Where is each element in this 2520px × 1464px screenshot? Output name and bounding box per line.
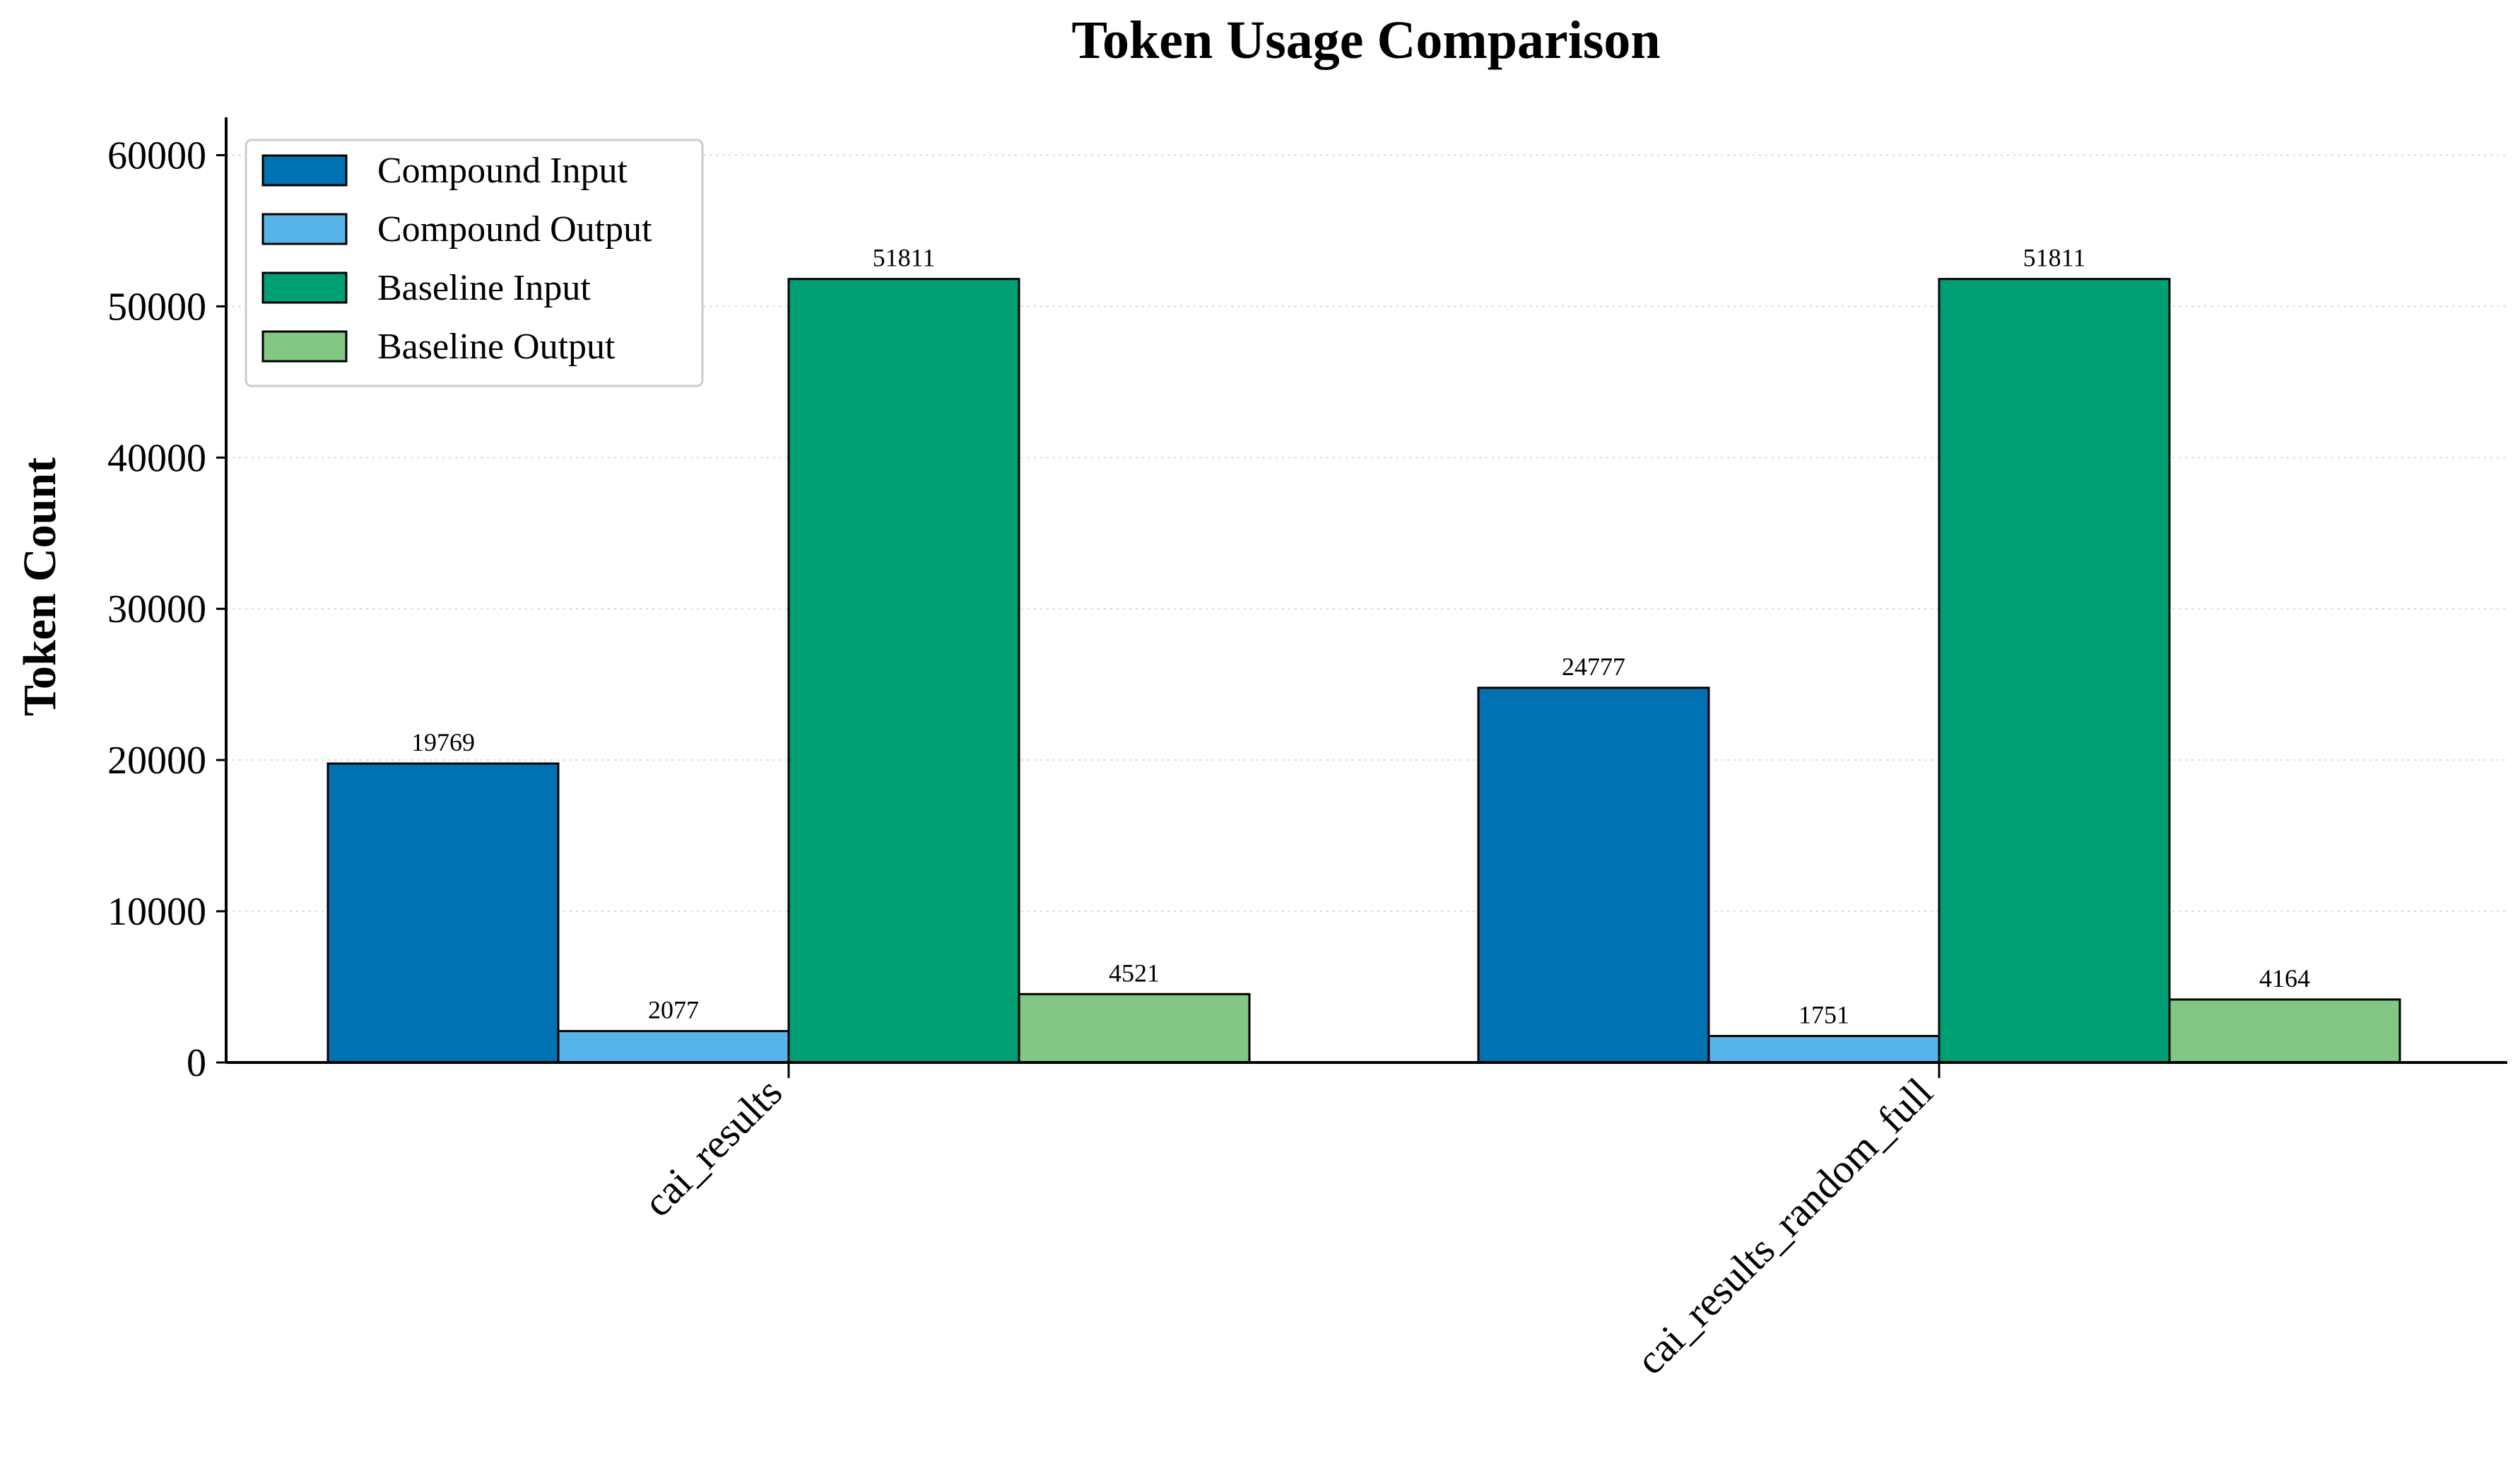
y-axis-label: Token Count xyxy=(14,457,66,716)
legend-label: Baseline Output xyxy=(377,327,616,367)
y-tick-label: 10000 xyxy=(107,890,206,934)
bar-baseline-input xyxy=(787,278,1020,1064)
bar-value-label: 2077 xyxy=(648,996,699,1024)
bar-baseline-input xyxy=(1938,278,2171,1064)
y-tick-label: 20000 xyxy=(107,739,206,783)
x-tick-label: cai_results xyxy=(635,1069,791,1225)
chart-title: Token Usage Comparison xyxy=(1071,11,1660,70)
bar-compound-input xyxy=(1477,686,1710,1064)
y-tick-label: 60000 xyxy=(107,134,206,177)
bar-baseline-output xyxy=(2168,998,2401,1064)
bar-value-label: 24777 xyxy=(1562,652,1625,681)
gridlines xyxy=(226,154,2507,913)
bar-value-label: 51811 xyxy=(2023,244,2086,272)
bar-compound-input xyxy=(326,762,560,1064)
y-tick-label: 0 xyxy=(187,1041,206,1085)
legend-swatch xyxy=(261,213,348,245)
y-tick-label: 50000 xyxy=(107,285,206,329)
legend-label: Compound Input xyxy=(377,151,628,191)
data-labels: 19769 2077 51811 4521 24777 1751 51811 4164 xyxy=(411,244,2310,1029)
bar-value-label: 4164 xyxy=(2259,964,2310,992)
bar-value-label: 1751 xyxy=(1798,1001,1849,1029)
bar-baseline-output xyxy=(1018,992,1251,1064)
bar-compound-output xyxy=(1707,1035,1941,1064)
y-tick-label: 40000 xyxy=(107,436,206,480)
legend-swatch xyxy=(261,271,348,304)
legend-swatch xyxy=(261,154,348,187)
legend-box xyxy=(245,139,704,387)
bars xyxy=(326,278,2401,1064)
legend-label: Baseline Input xyxy=(377,268,591,308)
bar-value-label: 4521 xyxy=(1109,959,1160,987)
legend-label: Compound Output xyxy=(377,209,652,250)
bar-value-label: 51811 xyxy=(873,244,936,272)
bar-value-label: 19769 xyxy=(411,728,475,756)
x-tick-label: cai_results_random_full xyxy=(1627,1069,1942,1383)
legend-swatch xyxy=(261,330,348,363)
legend: Compound Input Compound Output Baseline In… xyxy=(245,139,704,387)
y-tick-label: 30000 xyxy=(107,587,206,631)
bar-compound-output xyxy=(557,1030,790,1064)
